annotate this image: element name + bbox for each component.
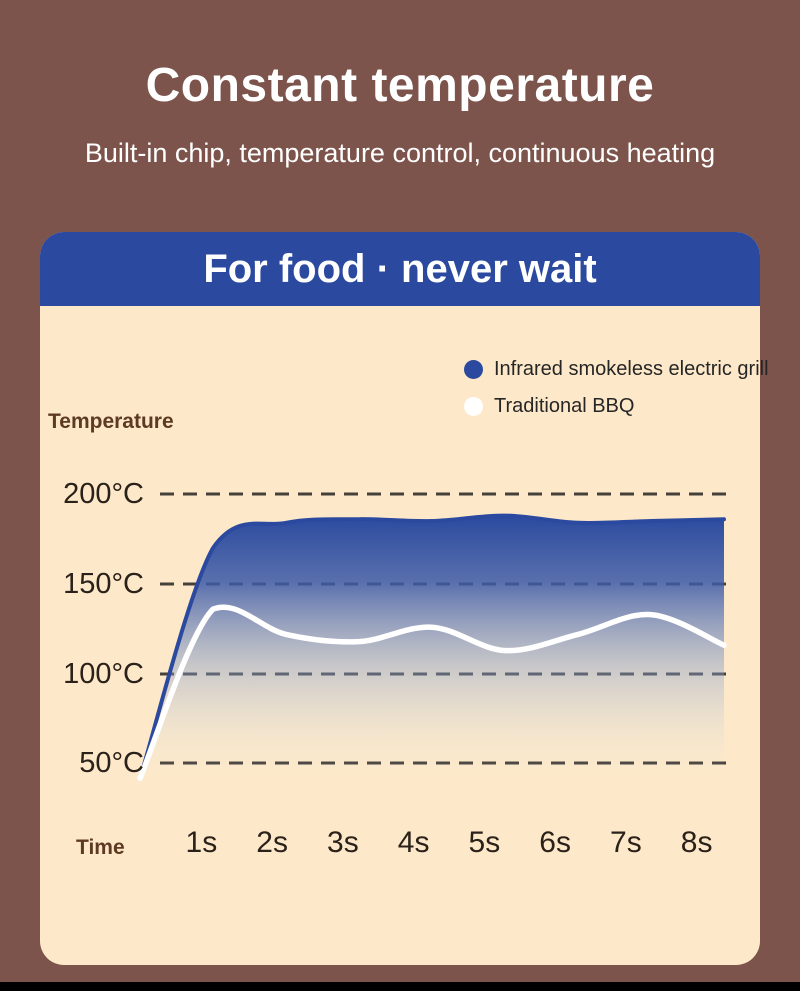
page-title: Constant temperature [145,59,655,112]
x-axis-ticks: 1s 2s 3s 4s 5s 6s 7s 8s [166,826,732,860]
x-tick-6s: 6s [539,826,571,859]
infrared-curve [138,513,726,781]
x-tick-3s: 3s [327,826,359,859]
x-tick-8s: 8s [680,826,713,859]
x-axis-title: Time [76,836,125,859]
infrared-area-fill [140,515,724,782]
chart-legend: Infrared smokeless electric grill Tradit… [464,354,769,422]
page-subtitle: Built-in chip, temperature control, cont… [84,138,716,168]
legend-item-traditional: Traditional BBQ [464,391,769,422]
traditional-bbq-curve [137,604,727,782]
x-tick-1s: 1s [185,826,218,859]
x-tick-5s: 5s [468,826,501,859]
x-tick-7s: 7s [610,826,642,859]
y-tick-150c: 150°C [63,568,144,600]
y-axis-title: Temperature [48,410,174,433]
infrared-legend-dot-icon [464,360,483,379]
y-tick-50c: 50°C [79,747,144,779]
y-tick-200c: 200°C [63,478,144,510]
card-header: For food · never wait [40,232,760,306]
traditional-legend-label: Traditional BBQ [494,395,635,417]
temperature-chart [137,492,730,782]
x-tick-2s: 2s [256,826,288,859]
infrared-legend-label: Infrared smokeless electric grill [494,358,769,380]
footer-bar [0,982,800,991]
traditional-legend-dot-icon [464,397,483,416]
chart-area: Infrared smokeless electric grill Tradit… [40,306,769,965]
y-tick-100c: 100°C [63,658,144,690]
chart-card: For food · never wait [40,232,769,965]
card-header-title: For food · never wait [203,246,597,291]
x-tick-4s: 4s [397,826,430,859]
legend-item-infrared: Infrared smokeless electric grill [464,354,769,385]
